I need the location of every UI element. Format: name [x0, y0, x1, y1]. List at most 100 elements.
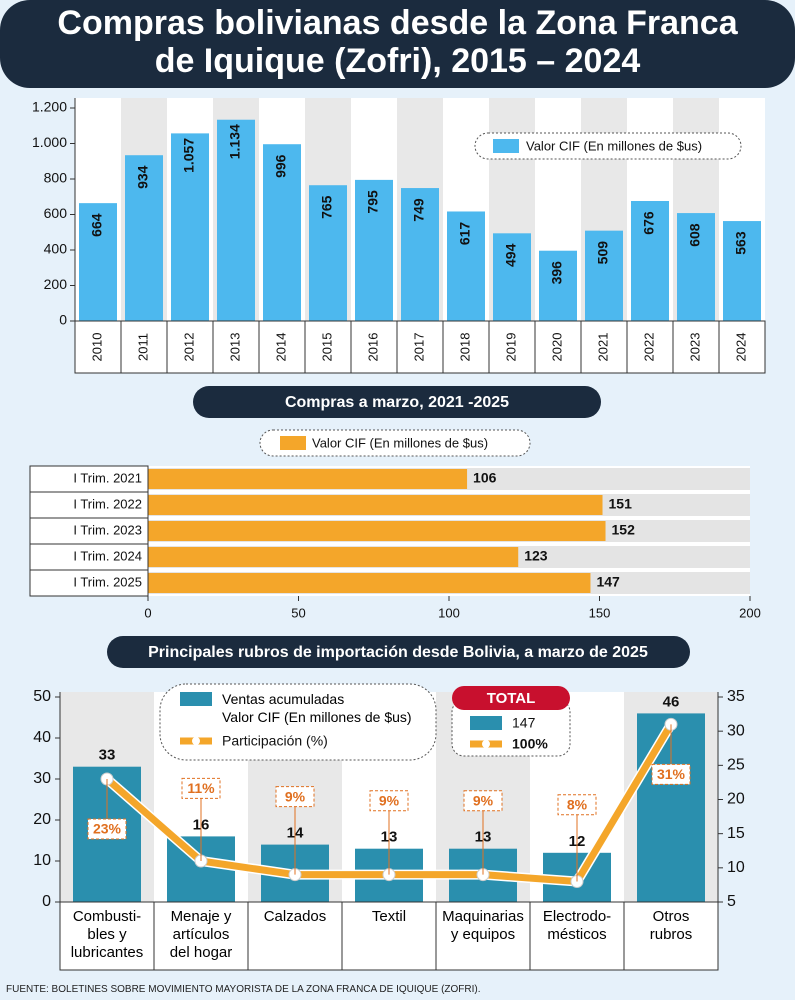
- y-tick-label: 400: [44, 241, 68, 257]
- legend-swatch: [280, 436, 306, 450]
- y-tick-label: I Trim. 2024: [73, 548, 142, 563]
- legend-swatch: [192, 737, 200, 745]
- x-tick-label: 2020: [549, 333, 564, 362]
- x-tick-label: 50: [291, 605, 305, 620]
- legend-label: Ventas acumuladas Valor CIF (En millones…: [222, 691, 412, 725]
- legend-label: Valor CIF (En millones de $us): [526, 138, 702, 153]
- x-label-box: [718, 320, 766, 374]
- bar: [263, 144, 301, 321]
- x-tick-label: 2010: [89, 333, 104, 362]
- bar: [539, 250, 577, 321]
- value-label: 563: [733, 231, 749, 255]
- value-label: 9%: [285, 788, 306, 804]
- bar: [148, 495, 603, 515]
- bar: [217, 119, 255, 321]
- x-label-box: [534, 320, 582, 374]
- x-label-box: [247, 901, 343, 971]
- x-tick-label: 2024: [733, 333, 748, 362]
- y2-tick-label: 30: [727, 722, 745, 739]
- y-tick-label: 50: [33, 688, 51, 705]
- bar: [309, 185, 347, 321]
- x-tick-label: 2018: [457, 333, 472, 362]
- y-tick-label: 10: [33, 852, 51, 869]
- legend-swatch: [482, 740, 490, 748]
- legend-label: Participación (%): [222, 733, 328, 749]
- bar: [125, 155, 163, 321]
- x-tick-label: 2017: [411, 333, 426, 362]
- header-bg: [0, 0, 795, 88]
- x-tick-label: Combusti- bles y lubricantes: [70, 908, 144, 961]
- y-tick-label: 800: [44, 170, 68, 186]
- bar: [148, 547, 519, 567]
- chart-title: Compras a marzo, 2021 -2025: [285, 394, 509, 411]
- value-label: 31%: [657, 766, 686, 782]
- x-label-box: [212, 320, 260, 374]
- x-label-box: [341, 901, 437, 971]
- x-tick-label: Textil: [371, 908, 407, 925]
- x-label-box: [580, 320, 628, 374]
- bar: [631, 201, 669, 321]
- bar: [585, 230, 623, 321]
- x-label-box: [59, 901, 155, 971]
- value-label: 8%: [567, 797, 588, 813]
- legend-label: Valor CIF (En millones de $us): [312, 435, 488, 450]
- y-tick-label: 1.200: [32, 99, 67, 115]
- value-label: 23%: [93, 821, 122, 837]
- x-label-box: [74, 320, 122, 374]
- value-label: 152: [612, 522, 636, 538]
- total-value: 147: [512, 715, 536, 731]
- value-label: 765: [319, 195, 335, 219]
- x-tick-label: 2021: [595, 333, 610, 362]
- value-label: 494: [503, 243, 519, 267]
- y2-tick-label: 25: [727, 757, 745, 774]
- legend-swatch: [470, 716, 502, 730]
- legend-swatch: [180, 692, 212, 706]
- legend-box: [159, 683, 437, 761]
- label-box: [651, 763, 691, 785]
- value-label: 934: [135, 165, 151, 189]
- cat-box: [29, 491, 149, 519]
- x-tick-label: 100: [438, 605, 460, 620]
- bar: [723, 221, 761, 321]
- value-label: 396: [549, 261, 565, 285]
- bar: [677, 213, 715, 321]
- y2-tick-label: 20: [727, 791, 745, 808]
- cat-box: [29, 569, 149, 597]
- total-head: [452, 686, 570, 710]
- bar: [355, 179, 393, 321]
- bar: [148, 573, 591, 593]
- value-label: 749: [411, 198, 427, 222]
- value-label: 676: [641, 211, 657, 235]
- legend-box: [259, 429, 531, 457]
- y2-tick-label: 10: [727, 859, 745, 876]
- value-label: 147: [596, 574, 620, 590]
- y-tick-label: I Trim. 2021: [73, 470, 142, 485]
- x-label-box: [304, 320, 352, 374]
- bar: [447, 211, 485, 321]
- y-tick-label: 1.000: [32, 134, 67, 150]
- x-tick-label: 2022: [641, 333, 656, 362]
- cat-box: [29, 543, 149, 571]
- x-tick-label: 2012: [181, 333, 196, 362]
- label-box: [463, 790, 503, 812]
- x-tick-label: Otros rubros: [649, 908, 693, 943]
- y-tick-label: 0: [59, 312, 67, 328]
- x-tick-label: 2023: [687, 333, 702, 362]
- value-label: 46: [663, 693, 680, 710]
- value-label: 617: [457, 222, 473, 246]
- y-tick-label: I Trim. 2025: [73, 574, 142, 589]
- x-label-box: [529, 901, 625, 971]
- legend-box: [474, 132, 742, 160]
- legend-swatch: [493, 139, 519, 153]
- bar: [148, 469, 468, 489]
- total-title: TOTAL: [487, 690, 536, 707]
- y2-tick-label: 15: [727, 825, 745, 842]
- x-tick-label: Menaje y artículos del hogar: [169, 908, 233, 961]
- pill: [107, 636, 690, 668]
- x-tick-label: Calzados: [263, 908, 327, 925]
- value-label: 509: [595, 241, 611, 265]
- value-label: 123: [524, 548, 548, 564]
- value-label: 1.134: [227, 124, 243, 159]
- x-label-box: [442, 320, 490, 374]
